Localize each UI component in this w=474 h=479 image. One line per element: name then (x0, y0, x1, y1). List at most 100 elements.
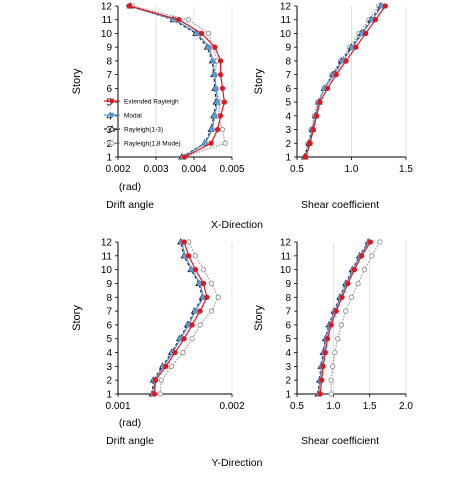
legend-label: Modal (124, 113, 142, 120)
x-axis-label: Drift angle (106, 199, 154, 211)
y-tick-label: 9 (106, 279, 112, 290)
series-modal (303, 3, 385, 160)
data-point (192, 253, 199, 259)
data-point (313, 113, 320, 119)
data-point (168, 363, 175, 370)
series-line (318, 241, 370, 395)
y-tick-label: 8 (106, 293, 112, 304)
y-tick-label: 10 (101, 29, 113, 40)
y-axis-label: Story (253, 305, 265, 331)
y-tick-label: 4 (285, 111, 291, 122)
legend-marker (108, 124, 116, 132)
y-axis-label: Story (71, 305, 83, 331)
chart-panel-1: 1234567891011120.0020.0030.0040.005Story… (71, 2, 245, 212)
data-point (328, 391, 334, 397)
legend-marker (109, 98, 115, 104)
data-point (181, 336, 187, 342)
data-point (197, 308, 203, 314)
series-rayleigh-1-8-mode- (301, 3, 382, 160)
data-point (198, 30, 205, 37)
data-point (342, 308, 349, 314)
data-point (200, 266, 207, 273)
data-point (126, 3, 133, 9)
data-point (348, 294, 355, 300)
y-tick-label: 3 (285, 362, 291, 373)
data-point (221, 99, 228, 105)
y-tick-label: 2 (285, 139, 291, 150)
y-tick-label: 11 (281, 15, 292, 26)
data-point (197, 322, 203, 328)
data-point (217, 71, 224, 78)
data-point (363, 30, 369, 37)
data-point (204, 294, 210, 300)
data-point (185, 239, 192, 245)
y-tick-label: 9 (285, 43, 291, 54)
y-tick-label: 7 (285, 307, 291, 318)
data-point (206, 44, 212, 50)
series-line (128, 5, 219, 158)
y-tick-label: 7 (106, 307, 112, 318)
y-tick-label: 6 (285, 320, 291, 331)
y-tick-label: 8 (285, 293, 291, 304)
x-direction-label: X-Direction (211, 219, 263, 231)
y-tick-label: 6 (285, 84, 291, 95)
y-axis-label: Story (253, 68, 265, 94)
data-point (213, 85, 219, 92)
x-tick-label: 0.5 (290, 164, 304, 175)
data-point (359, 253, 365, 259)
data-point (332, 349, 338, 356)
data-point (382, 3, 388, 9)
y-tick-label: 1 (106, 390, 112, 401)
data-point (180, 349, 186, 356)
x-tick-label: 1.0 (345, 164, 359, 175)
y-direction-label: Y-Direction (212, 457, 263, 469)
data-point (192, 308, 199, 314)
x-tick-label: 0.005 (219, 164, 244, 175)
data-point (189, 322, 195, 328)
series-line (129, 5, 217, 158)
data-point (377, 239, 383, 245)
data-point (181, 239, 187, 245)
data-point (205, 30, 212, 37)
series-modal (125, 3, 221, 160)
data-point (185, 17, 192, 23)
y-tick-label: 2 (285, 376, 291, 387)
x-tick-label: 0.001 (105, 401, 130, 412)
y-tick-label: 12 (101, 238, 113, 249)
series-rayleigh-1-8-mode- (129, 3, 228, 160)
data-point (333, 71, 339, 78)
data-point (307, 140, 313, 146)
data-point (329, 363, 336, 370)
y-tick-label: 11 (102, 251, 113, 262)
series-extended-rayleigh (317, 239, 374, 397)
legend-label: Rayleigh(1,8 Mode) (124, 141, 181, 148)
y-tick-label: 10 (280, 29, 292, 40)
series-rayleigh-1-8-mode- (328, 239, 383, 397)
data-point (219, 126, 226, 133)
x-tick-label: 0.002 (219, 401, 244, 412)
y-tick-label: 5 (285, 334, 291, 345)
data-point (222, 140, 228, 146)
series-extended-rayleigh (151, 239, 210, 397)
series-rayleigh-1-3- (126, 1, 220, 160)
data-point (328, 377, 334, 383)
y-tick-label: 7 (106, 70, 112, 81)
y-tick-label: 2 (106, 139, 112, 150)
data-point (212, 44, 218, 50)
y-tick-label: 10 (280, 265, 292, 276)
y-tick-label: 1 (285, 390, 291, 401)
data-point (367, 239, 374, 245)
y-tick-label: 1 (106, 153, 112, 164)
series-line (153, 241, 208, 395)
data-point (176, 17, 182, 23)
data-point (355, 280, 361, 287)
data-point (334, 336, 341, 342)
data-point (200, 280, 207, 287)
x-axis-label: Shear coefficient (301, 435, 379, 447)
y-tick-label: 9 (106, 43, 112, 54)
